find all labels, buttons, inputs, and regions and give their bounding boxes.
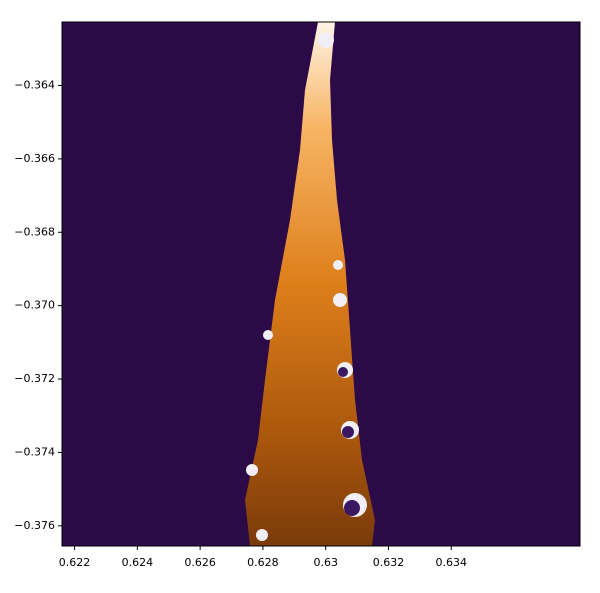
- y-tick-label: −0.364: [14, 78, 55, 91]
- y-tick-label: −0.366: [14, 152, 55, 165]
- axes-frame: [61, 21, 581, 547]
- x-tick-label: 0.628: [247, 556, 279, 569]
- plot-area: [62, 22, 580, 546]
- x-tick-label: 0.626: [184, 556, 216, 569]
- y-tick-label: −0.374: [14, 445, 55, 458]
- fractal: [245, 22, 375, 546]
- x-tick-label: 0.624: [122, 556, 154, 569]
- x-tick-label: 0.63: [313, 556, 338, 569]
- x-tick-label: 0.622: [59, 556, 91, 569]
- y-tick-label: −0.372: [14, 372, 55, 385]
- x-tick-label: 0.634: [436, 556, 468, 569]
- y-tick-label: −0.368: [14, 225, 55, 238]
- y-tick-label: −0.376: [14, 519, 55, 532]
- y-tick-label: −0.370: [14, 299, 55, 312]
- x-tick-label: 0.632: [373, 556, 405, 569]
- fractal-hole: [338, 367, 360, 516]
